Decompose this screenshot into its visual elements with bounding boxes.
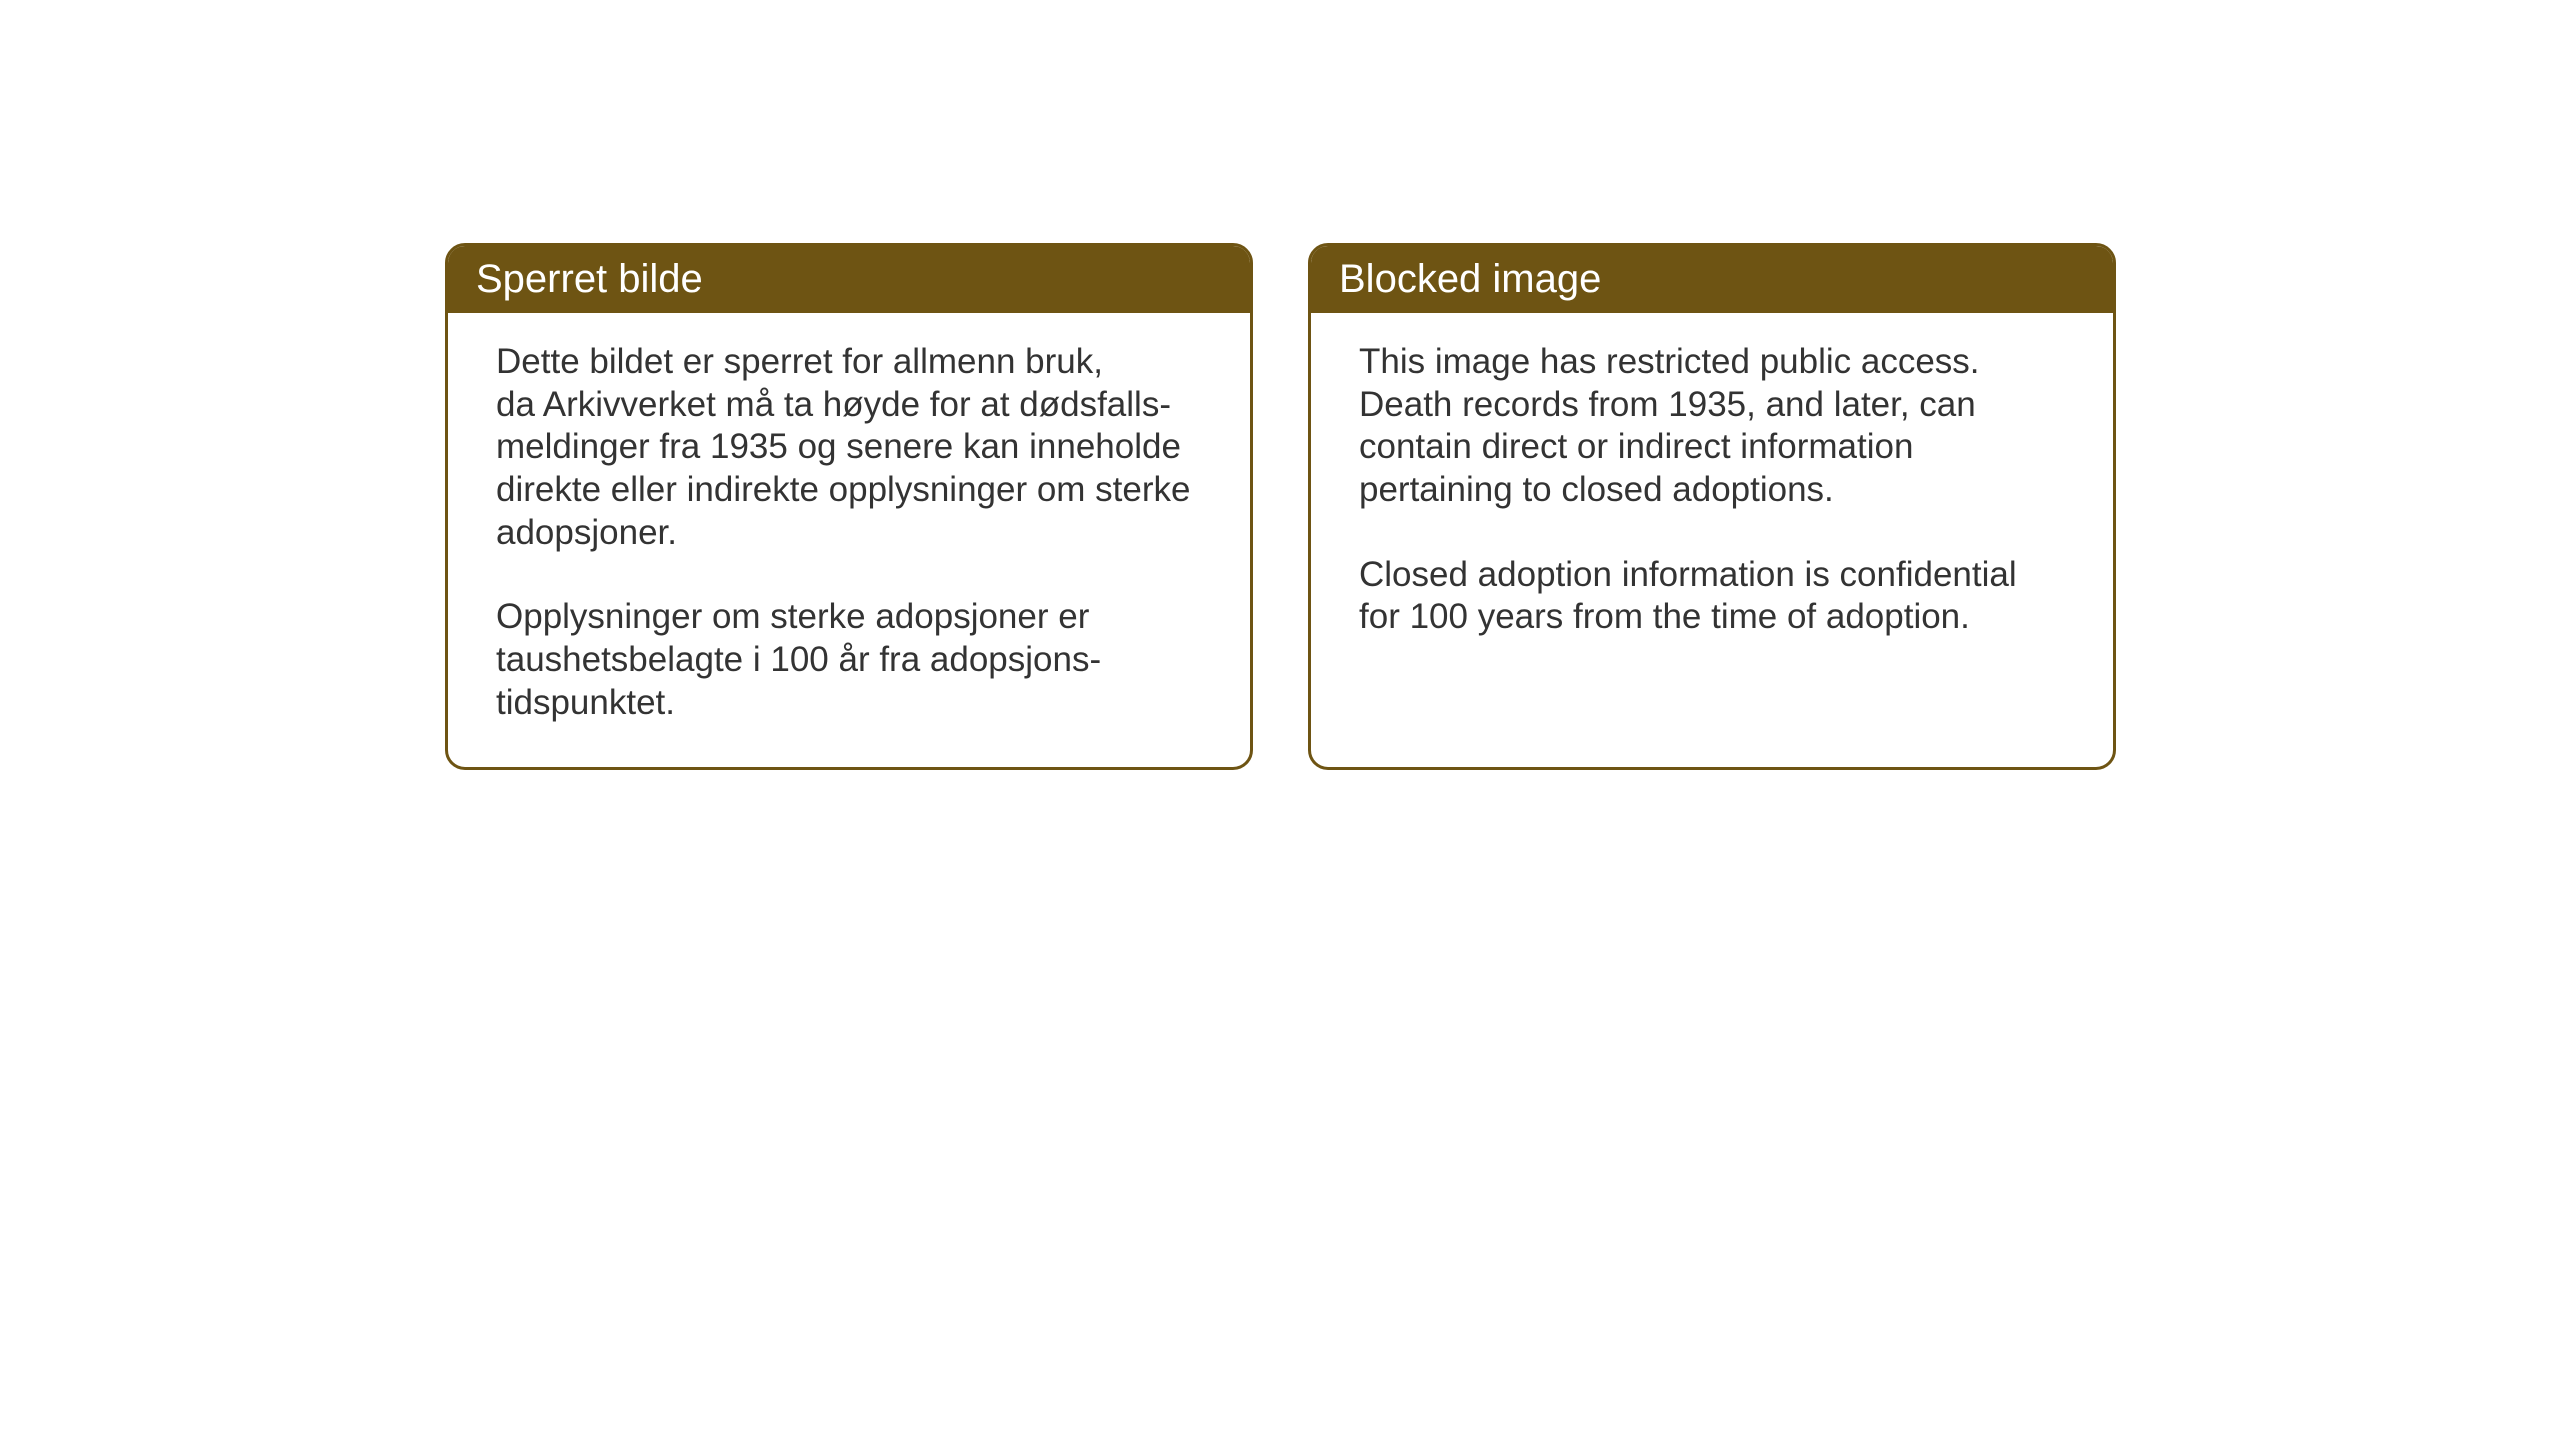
english-paragraph-1: This image has restricted public access.… [1359,341,2065,512]
text-line: for 100 years from the time of adoption. [1359,597,1970,636]
text-line: Opplysninger om sterke adopsjoner er [496,597,1089,636]
text-line: da Arkivverket må ta høyde for at dødsfa… [496,385,1171,424]
text-line: direkte eller indirekte opplysninger om … [496,470,1191,509]
text-line: contain direct or indirect information [1359,427,1913,466]
text-line: Death records from 1935, and later, can [1359,385,1976,424]
text-line: Dette bildet er sperret for allmenn bruk… [496,342,1103,381]
text-line: tidspunktet. [496,683,675,722]
text-line: pertaining to closed adoptions. [1359,470,1834,509]
english-card-body: This image has restricted public access.… [1311,313,2113,681]
text-line: This image has restricted public access. [1359,342,1980,381]
text-line: adopsjoner. [496,513,677,552]
norwegian-card-title: Sperret bilde [448,246,1250,313]
text-line: taushetsbelagte i 100 år fra adopsjons- [496,640,1101,679]
norwegian-card-body: Dette bildet er sperret for allmenn bruk… [448,313,1250,767]
text-line: meldinger fra 1935 og senere kan innehol… [496,427,1181,466]
norwegian-notice-card: Sperret bilde Dette bildet er sperret fo… [445,243,1253,770]
norwegian-paragraph-2: Opplysninger om sterke adopsjoner er tau… [496,596,1202,724]
english-card-title: Blocked image [1311,246,2113,313]
norwegian-paragraph-1: Dette bildet er sperret for allmenn bruk… [496,341,1202,554]
english-paragraph-2: Closed adoption information is confident… [1359,554,2065,639]
english-notice-card: Blocked image This image has restricted … [1308,243,2116,770]
text-line: Closed adoption information is confident… [1359,555,2017,594]
notice-cards-container: Sperret bilde Dette bildet er sperret fo… [445,243,2116,770]
